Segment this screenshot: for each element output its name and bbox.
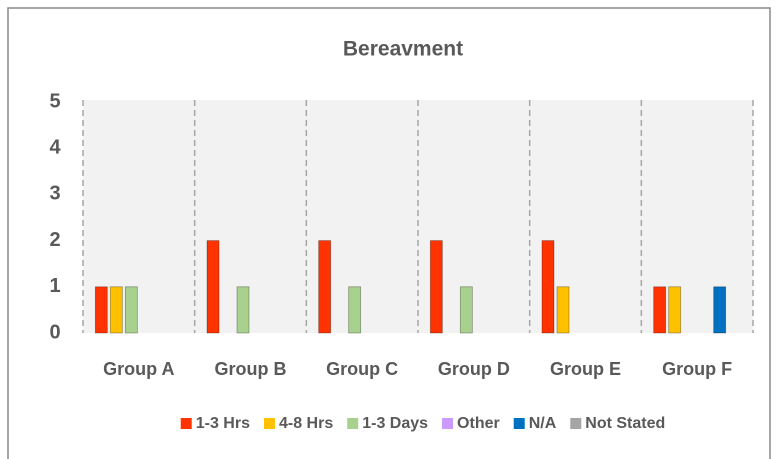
bar — [318, 240, 332, 334]
y-tick-label: 1 — [49, 275, 60, 297]
x-tick-label: Group C — [326, 359, 398, 379]
legend-swatch — [570, 418, 582, 429]
x-tick-label: Group F — [662, 359, 732, 379]
y-tick-label: 3 — [49, 183, 60, 205]
y-tick-label: 4 — [49, 136, 61, 158]
x-tick-label: Group B — [215, 359, 287, 379]
legend-label: 1-3 Days — [362, 415, 428, 432]
legend-label: N/A — [529, 415, 557, 432]
y-tick-label: 2 — [49, 229, 60, 251]
legend-swatch — [442, 418, 454, 429]
bar — [713, 286, 727, 334]
bar — [556, 286, 570, 334]
legend-label: 4-8 Hrs — [279, 415, 333, 432]
chart-title: Bereavment — [343, 38, 463, 61]
bar — [94, 286, 108, 334]
bar — [429, 240, 443, 334]
bar — [668, 286, 682, 334]
x-tick-label: Group A — [103, 359, 174, 379]
y-tick-label: 5 — [49, 90, 60, 112]
bar — [459, 286, 473, 334]
bar — [541, 240, 555, 334]
x-tick-label: Group D — [438, 359, 510, 379]
legend-swatch — [263, 418, 275, 429]
legend-swatch — [347, 418, 359, 429]
legend-label: Not Stated — [585, 415, 665, 432]
bar — [653, 286, 667, 334]
bar — [124, 286, 138, 334]
bar — [236, 286, 250, 334]
legend-label: Other — [457, 415, 500, 432]
bar — [348, 286, 362, 334]
y-tick-label: 0 — [49, 321, 60, 343]
x-tick-label: Group E — [550, 359, 621, 379]
legend-swatch — [180, 418, 192, 429]
bar — [206, 240, 220, 334]
legend-swatch — [513, 418, 525, 429]
legend-label: 1-3 Hrs — [196, 415, 250, 432]
bar — [109, 286, 123, 334]
